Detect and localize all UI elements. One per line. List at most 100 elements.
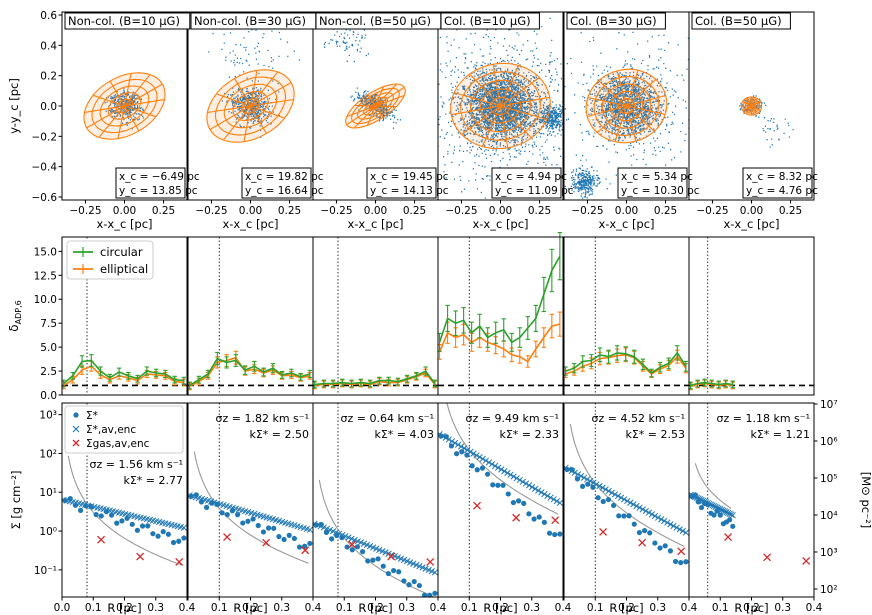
sigma-enc-marker [541, 490, 548, 498]
x-tick-label: 0.0 [54, 602, 71, 614]
sigma-gas-marker [175, 557, 184, 566]
sigma-star-point [359, 549, 366, 555]
sigma-star-point [416, 582, 422, 589]
sigma-enc-marker [454, 441, 462, 448]
sigma-star-point [730, 523, 736, 529]
x-tick-label: 0.4 [681, 602, 698, 614]
sigma-star-point [621, 513, 627, 519]
sigma-enc-marker [617, 494, 625, 501]
sigma-star-point [557, 531, 563, 537]
panel-title: Col. (B=30 μG) [570, 14, 657, 28]
sigma-star-point [375, 556, 381, 562]
x-tick-label: −0.25 [696, 205, 728, 217]
sigma-star-point [188, 493, 194, 499]
sigma-star-point [421, 592, 428, 597]
sigma-star-point [580, 483, 586, 489]
sigma-star-point [490, 482, 496, 488]
sigma-enc-marker [614, 492, 622, 500]
sigma-enc-marker [510, 473, 517, 480]
sigma-enc-marker [473, 452, 480, 459]
sigma-star-point [344, 544, 350, 550]
sigma-enc-marker [532, 485, 539, 492]
x-tick-label: 0.2 [618, 602, 635, 614]
x-axis-label: R [pc] [734, 601, 768, 615]
sigma-star-point [626, 513, 632, 519]
y-tick-label: 10³ [39, 410, 57, 422]
circular-line [438, 255, 561, 344]
sigma-star-point [385, 570, 392, 577]
coord-box [742, 167, 813, 199]
sigma-enc-marker [528, 483, 536, 491]
sigma-gas-marker [677, 547, 686, 556]
x-tick-label: 0.2 [492, 602, 509, 614]
sigma-star-point [114, 520, 120, 526]
sigma-enc-marker [633, 502, 640, 510]
ellipse-spoke [461, 77, 540, 135]
x-axis-label: x-x_c [pc] [598, 217, 654, 231]
x-tick-label: 0.3 [649, 602, 666, 614]
scatter-panel [438, 12, 563, 199]
sigma-star-point [585, 481, 591, 487]
sigma-star-point [698, 504, 705, 511]
y-tick-label: 0.4 [40, 40, 57, 52]
sigma-star-point [176, 538, 182, 544]
sigma-star-point [370, 557, 376, 563]
coord-xc: x_c = 5.34 pc [621, 171, 693, 183]
sigma-enc-marker [525, 482, 533, 489]
x-tick-label: −0.25 [69, 205, 101, 217]
sigma-enc-marker [723, 509, 730, 516]
sigma-star-point [103, 509, 110, 515]
ellipse-spoke [353, 83, 398, 129]
scatter-panel [739, 95, 794, 148]
sigma-enc-marker [507, 471, 514, 478]
x-tick-label: 0.4 [179, 602, 196, 614]
sigma-enc-marker [513, 475, 520, 482]
sigma-star-point [67, 496, 73, 502]
sigma-star-point [531, 516, 537, 522]
sigma-enc-marker [599, 484, 606, 491]
y-tick-label: 10¹ [39, 487, 57, 499]
sigma-gas-marker [136, 552, 145, 561]
sigma-star-point [380, 563, 386, 569]
y-right-tick-label: 10² [820, 584, 838, 596]
x-tick-label: 0.2 [116, 602, 133, 614]
sigma-star-point [129, 521, 135, 527]
sigma-gas-marker [473, 501, 482, 510]
sigma-enc-marker [726, 510, 733, 517]
y-right-tick-label: 10⁵ [820, 473, 838, 485]
sigma-star-point [505, 491, 511, 497]
sigma-star-point [667, 548, 673, 554]
sigma-enc-marker [519, 478, 527, 485]
x-tick-label: 0.1 [85, 602, 102, 614]
sigma-star-point [692, 492, 698, 498]
sigma-enc-marker [458, 443, 465, 450]
sigma-enc-marker [498, 466, 505, 473]
x-tick-label: 0.00 [113, 205, 136, 217]
sigma-enc-marker [670, 522, 677, 530]
sigma-star-point [260, 529, 267, 535]
title-box [691, 12, 791, 30]
sigma-star-point [349, 547, 355, 553]
x-axis-label: x-x_c [pc] [472, 217, 528, 231]
sigma-enc-marker [482, 457, 489, 464]
panel-frame [312, 236, 439, 396]
sigma-enc-marker [605, 487, 612, 495]
sigma-enc-marker [720, 507, 727, 514]
sigma-star-point [652, 540, 658, 546]
y-tick-label: 10² [39, 448, 57, 460]
sigma-star-point [139, 523, 146, 529]
y-tick-label: 0.2 [40, 71, 57, 83]
sigma-enc-marker [448, 438, 456, 445]
y-right-tick-label: 10³ [820, 547, 838, 559]
model-curve [694, 463, 732, 509]
sigma-gas-marker [551, 516, 560, 525]
sigma-star-point [600, 498, 606, 505]
sigma-star-point [265, 525, 272, 531]
x-tick-label: 0.1 [461, 602, 478, 614]
sigma-star-point [339, 535, 345, 541]
y-tick-label: 0.6 [40, 10, 57, 22]
sigma-star-point [93, 511, 99, 518]
coord-box [241, 167, 312, 199]
x-tick-label: 0.4 [806, 602, 823, 614]
